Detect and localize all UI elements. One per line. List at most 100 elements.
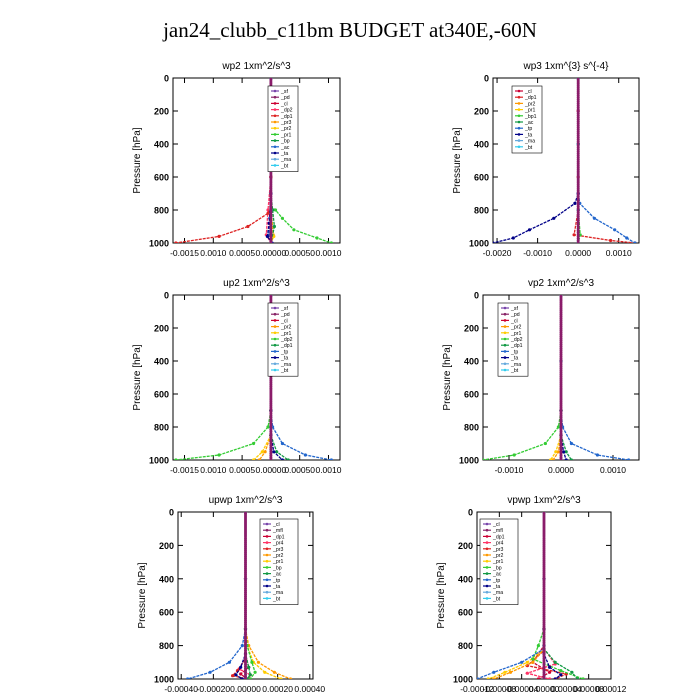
series-point: [280, 458, 284, 460]
x-tick-label: 0.0010: [200, 248, 226, 258]
legend-label: _dp2: [280, 337, 293, 343]
series-point: [553, 677, 557, 679]
series-point: [493, 241, 495, 243]
series-point: [273, 208, 278, 212]
plot-frame: [172, 294, 341, 461]
x-tick-label: -0.00004: [505, 684, 539, 694]
y-tick-label: 400: [154, 357, 169, 367]
series-line-tp: [560, 295, 629, 460]
legend-marker: [273, 312, 277, 316]
y-tick-label: 800: [474, 206, 489, 216]
legend-marker: [273, 126, 277, 130]
series-point: [554, 450, 558, 454]
series-group: [483, 295, 631, 460]
legend-marker: [273, 356, 277, 359]
series-point: [263, 670, 267, 674]
y-tick-label: 1000: [453, 675, 473, 685]
legend-marker: [485, 566, 489, 569]
legend-label: _ta: [280, 151, 288, 157]
x-tick-label: 0.0010: [600, 465, 626, 475]
legend: _sf_pd_cl_dp2_dp1_pr3_pr2_pr1_bp_ac_ta_m…: [267, 85, 299, 172]
series-point: [279, 677, 283, 679]
legend-label: _cl: [280, 318, 288, 324]
legend-marker: [273, 164, 277, 167]
legend-marker: [503, 325, 507, 328]
y-axis-label: Pressure [hPa]: [442, 344, 453, 410]
y-tick-label: 1000: [154, 675, 174, 685]
legend-label: _pr3: [272, 547, 283, 553]
series-point: [239, 665, 243, 669]
legend-label: _pr4: [272, 541, 283, 547]
series-point: [536, 644, 541, 648]
legend-marker: [265, 584, 269, 588]
legend-label: _tp: [524, 126, 532, 132]
legend-label: _pr2: [280, 325, 291, 331]
legend-label: _mfl: [272, 528, 283, 534]
series-line-dp1: [175, 78, 272, 243]
panel-title: wp2 1xm^2/s^3: [221, 61, 291, 72]
y-tick-label: 400: [154, 140, 169, 150]
legend-marker: [503, 312, 507, 316]
legend-label: _pr3: [492, 547, 503, 553]
series-point: [280, 216, 284, 220]
y-tick-label: 400: [464, 357, 479, 367]
series-point: [572, 233, 576, 237]
legend-marker: [503, 319, 507, 322]
y-tick-label: 200: [458, 541, 473, 551]
panel-6: vpwp 1xm^2/s^3 Pressure [hPa] 0 200 400 600 80…: [436, 495, 627, 694]
legend-marker: [517, 133, 521, 136]
series-group: [477, 512, 585, 679]
legend-marker: [265, 535, 269, 538]
legend-marker: [273, 337, 277, 341]
series-point: [280, 441, 284, 446]
panel-1: wp2 1xm^2/s^3 Pressure [hPa] 0 200 400 600 800…: [132, 61, 342, 258]
legend-marker: [485, 597, 489, 600]
legend-marker: [485, 572, 489, 575]
legend-marker: [517, 126, 521, 130]
legend-label: _pr1: [524, 108, 535, 114]
legend-marker: [485, 584, 489, 588]
series-point: [265, 234, 269, 238]
legend-label: _tp: [272, 578, 280, 584]
legend-label: _dp2: [510, 337, 523, 343]
profile-marker: [244, 676, 247, 679]
x-tick-label: 0.00012: [596, 684, 627, 694]
series-point: [575, 677, 580, 679]
series-point: [315, 236, 319, 240]
legend-label: _ma: [280, 157, 291, 163]
y-tick-label: 600: [154, 173, 169, 183]
series-point: [266, 211, 270, 215]
series-line-ac: [543, 512, 578, 679]
x-tick-label: -0.00040: [164, 684, 198, 694]
series-point: [556, 450, 561, 454]
legend-marker: [265, 522, 269, 526]
legend-marker: [273, 120, 277, 124]
series-point: [549, 458, 553, 460]
y-tick-label: 0: [484, 74, 489, 84]
series-line-dp1: [573, 78, 635, 243]
legend-marker: [273, 343, 277, 347]
series-point: [217, 234, 221, 238]
series-point: [247, 665, 251, 669]
series-point: [511, 236, 515, 240]
legend-marker: [485, 541, 489, 544]
legend-marker: [273, 331, 277, 335]
legend: _sf_pd_cl_pr2_pr1_dp2_dp1_tp_ta_ma_bt: [267, 302, 299, 377]
x-tick-label: 0.00040: [294, 684, 325, 694]
series-point: [303, 453, 307, 457]
series-point: [227, 660, 231, 664]
series-point: [275, 450, 279, 454]
x-tick-label: 0.0000: [565, 248, 591, 258]
series-point: [613, 228, 617, 232]
series-line-tp: [577, 78, 636, 243]
series-point: [248, 673, 252, 677]
series-point: [625, 236, 629, 240]
series-line-pr4: [525, 512, 557, 679]
series-point: [174, 241, 178, 243]
series-point: [492, 670, 496, 674]
series-point: [508, 670, 513, 674]
legend-marker: [265, 572, 269, 575]
series-point: [263, 450, 267, 454]
legend-label: _ma: [492, 590, 503, 596]
legend-marker: [265, 559, 269, 563]
